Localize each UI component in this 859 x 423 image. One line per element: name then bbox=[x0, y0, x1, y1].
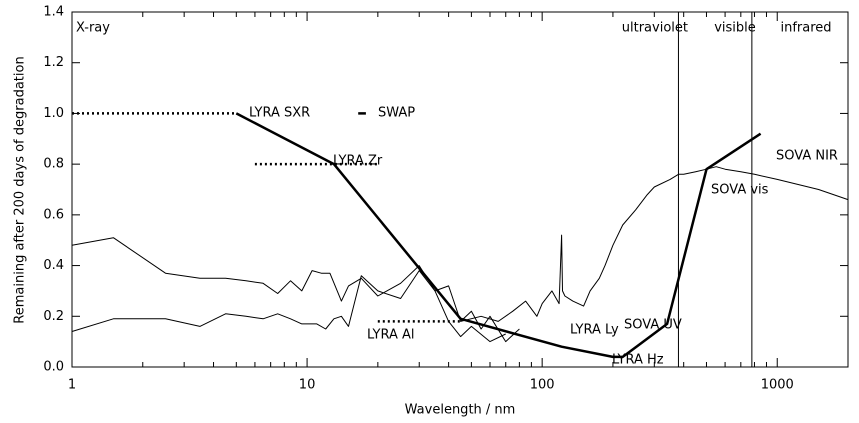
y-tick-label: 0.8 bbox=[43, 157, 64, 172]
y-tick-label: 1.0 bbox=[43, 106, 64, 121]
region-label: infrared bbox=[780, 21, 831, 36]
y-tick-label: 0.0 bbox=[43, 360, 64, 375]
series-line bbox=[235, 112, 762, 359]
x-tick-label: 1000 bbox=[761, 378, 794, 393]
annotation: SOVA UV bbox=[624, 318, 682, 333]
series-line bbox=[71, 237, 520, 343]
annotation: LYRA Ly bbox=[570, 323, 619, 338]
y-tick-label: 0.6 bbox=[43, 207, 64, 222]
y-tick-label: 1.4 bbox=[43, 5, 64, 20]
x-tick-label: 1 bbox=[68, 378, 76, 393]
series-line bbox=[71, 270, 506, 343]
y-tick-label: 0.2 bbox=[43, 309, 64, 324]
annotation: LYRA Zr bbox=[333, 154, 383, 169]
region-label: ultraviolet bbox=[622, 21, 688, 36]
region-label: visible bbox=[714, 21, 756, 36]
annotation: SOVA NIR bbox=[776, 149, 838, 164]
annotation: SOVA vis bbox=[711, 183, 769, 198]
x-tick-label: 100 bbox=[530, 378, 555, 393]
region-label: X-ray bbox=[76, 21, 110, 36]
y-axis-label: Remaining after 200 days of degradation bbox=[13, 56, 28, 323]
series-line bbox=[460, 166, 849, 322]
annotation: LYRA SXR bbox=[249, 106, 310, 121]
plot-frame bbox=[71, 11, 849, 368]
annotation: SWAP bbox=[378, 106, 415, 121]
annotation: LYRA Al bbox=[367, 328, 415, 343]
annotation: LYRA Hz bbox=[612, 353, 664, 368]
y-tick-label: 0.4 bbox=[43, 258, 64, 273]
x-tick-label: 10 bbox=[299, 378, 316, 393]
y-tick-label: 1.2 bbox=[43, 55, 64, 70]
x-axis-label: Wavelength / nm bbox=[405, 403, 516, 418]
